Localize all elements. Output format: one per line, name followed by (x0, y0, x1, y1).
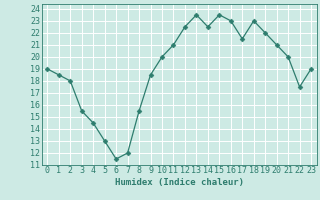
X-axis label: Humidex (Indice chaleur): Humidex (Indice chaleur) (115, 178, 244, 187)
